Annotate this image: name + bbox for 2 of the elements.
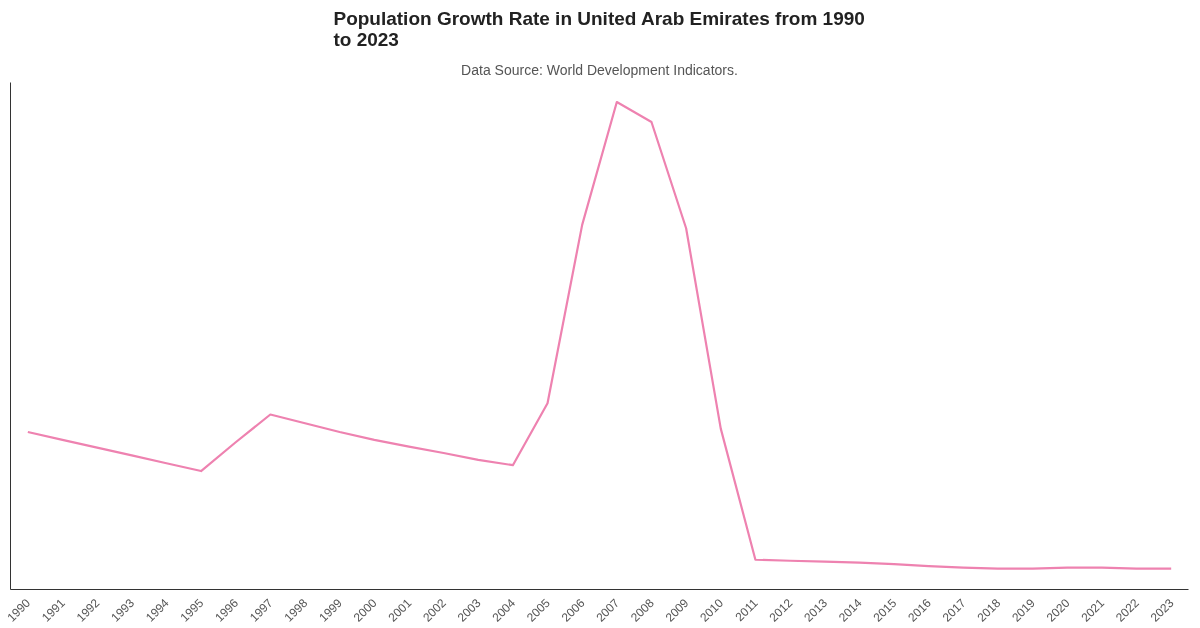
chart-subtitle: Data Source: World Development Indicators. (461, 61, 738, 78)
chart-title: Population Growth Rate in United Arab Emirates from 1990 to 2023 (333, 7, 865, 50)
